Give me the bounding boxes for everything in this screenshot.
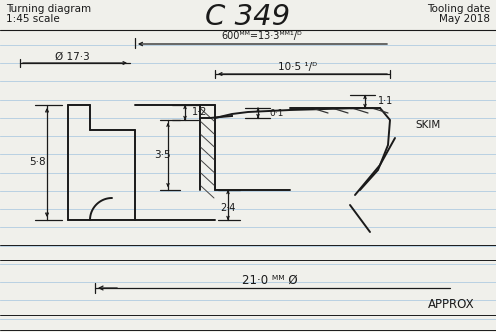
Text: Turning diagram: Turning diagram <box>6 4 91 14</box>
Text: 1·2: 1·2 <box>192 107 207 117</box>
Text: 1:45 scale: 1:45 scale <box>6 14 60 24</box>
Text: Ø 17·3: Ø 17·3 <box>55 52 89 62</box>
Text: 1·1: 1·1 <box>378 96 393 106</box>
Text: 600ᴹᴹ=13·3ᴹᴹ¹/ᴰ: 600ᴹᴹ=13·3ᴹᴹ¹/ᴰ <box>222 31 303 41</box>
Text: SKIM: SKIM <box>415 120 440 130</box>
Text: 21·0 ᴹᴹ Ø: 21·0 ᴹᴹ Ø <box>242 274 298 287</box>
Text: 10·5 ¹/ᴰ: 10·5 ¹/ᴰ <box>278 62 317 72</box>
Text: C 349: C 349 <box>205 3 291 31</box>
Text: 5·8: 5·8 <box>30 157 46 167</box>
Text: 0·1: 0·1 <box>269 109 283 118</box>
Text: 2·4: 2·4 <box>220 203 236 213</box>
Text: APPROX: APPROX <box>429 298 475 311</box>
Text: May 2018: May 2018 <box>439 14 490 24</box>
Text: 3·5: 3·5 <box>154 150 170 160</box>
Text: Tooling date: Tooling date <box>427 4 490 14</box>
